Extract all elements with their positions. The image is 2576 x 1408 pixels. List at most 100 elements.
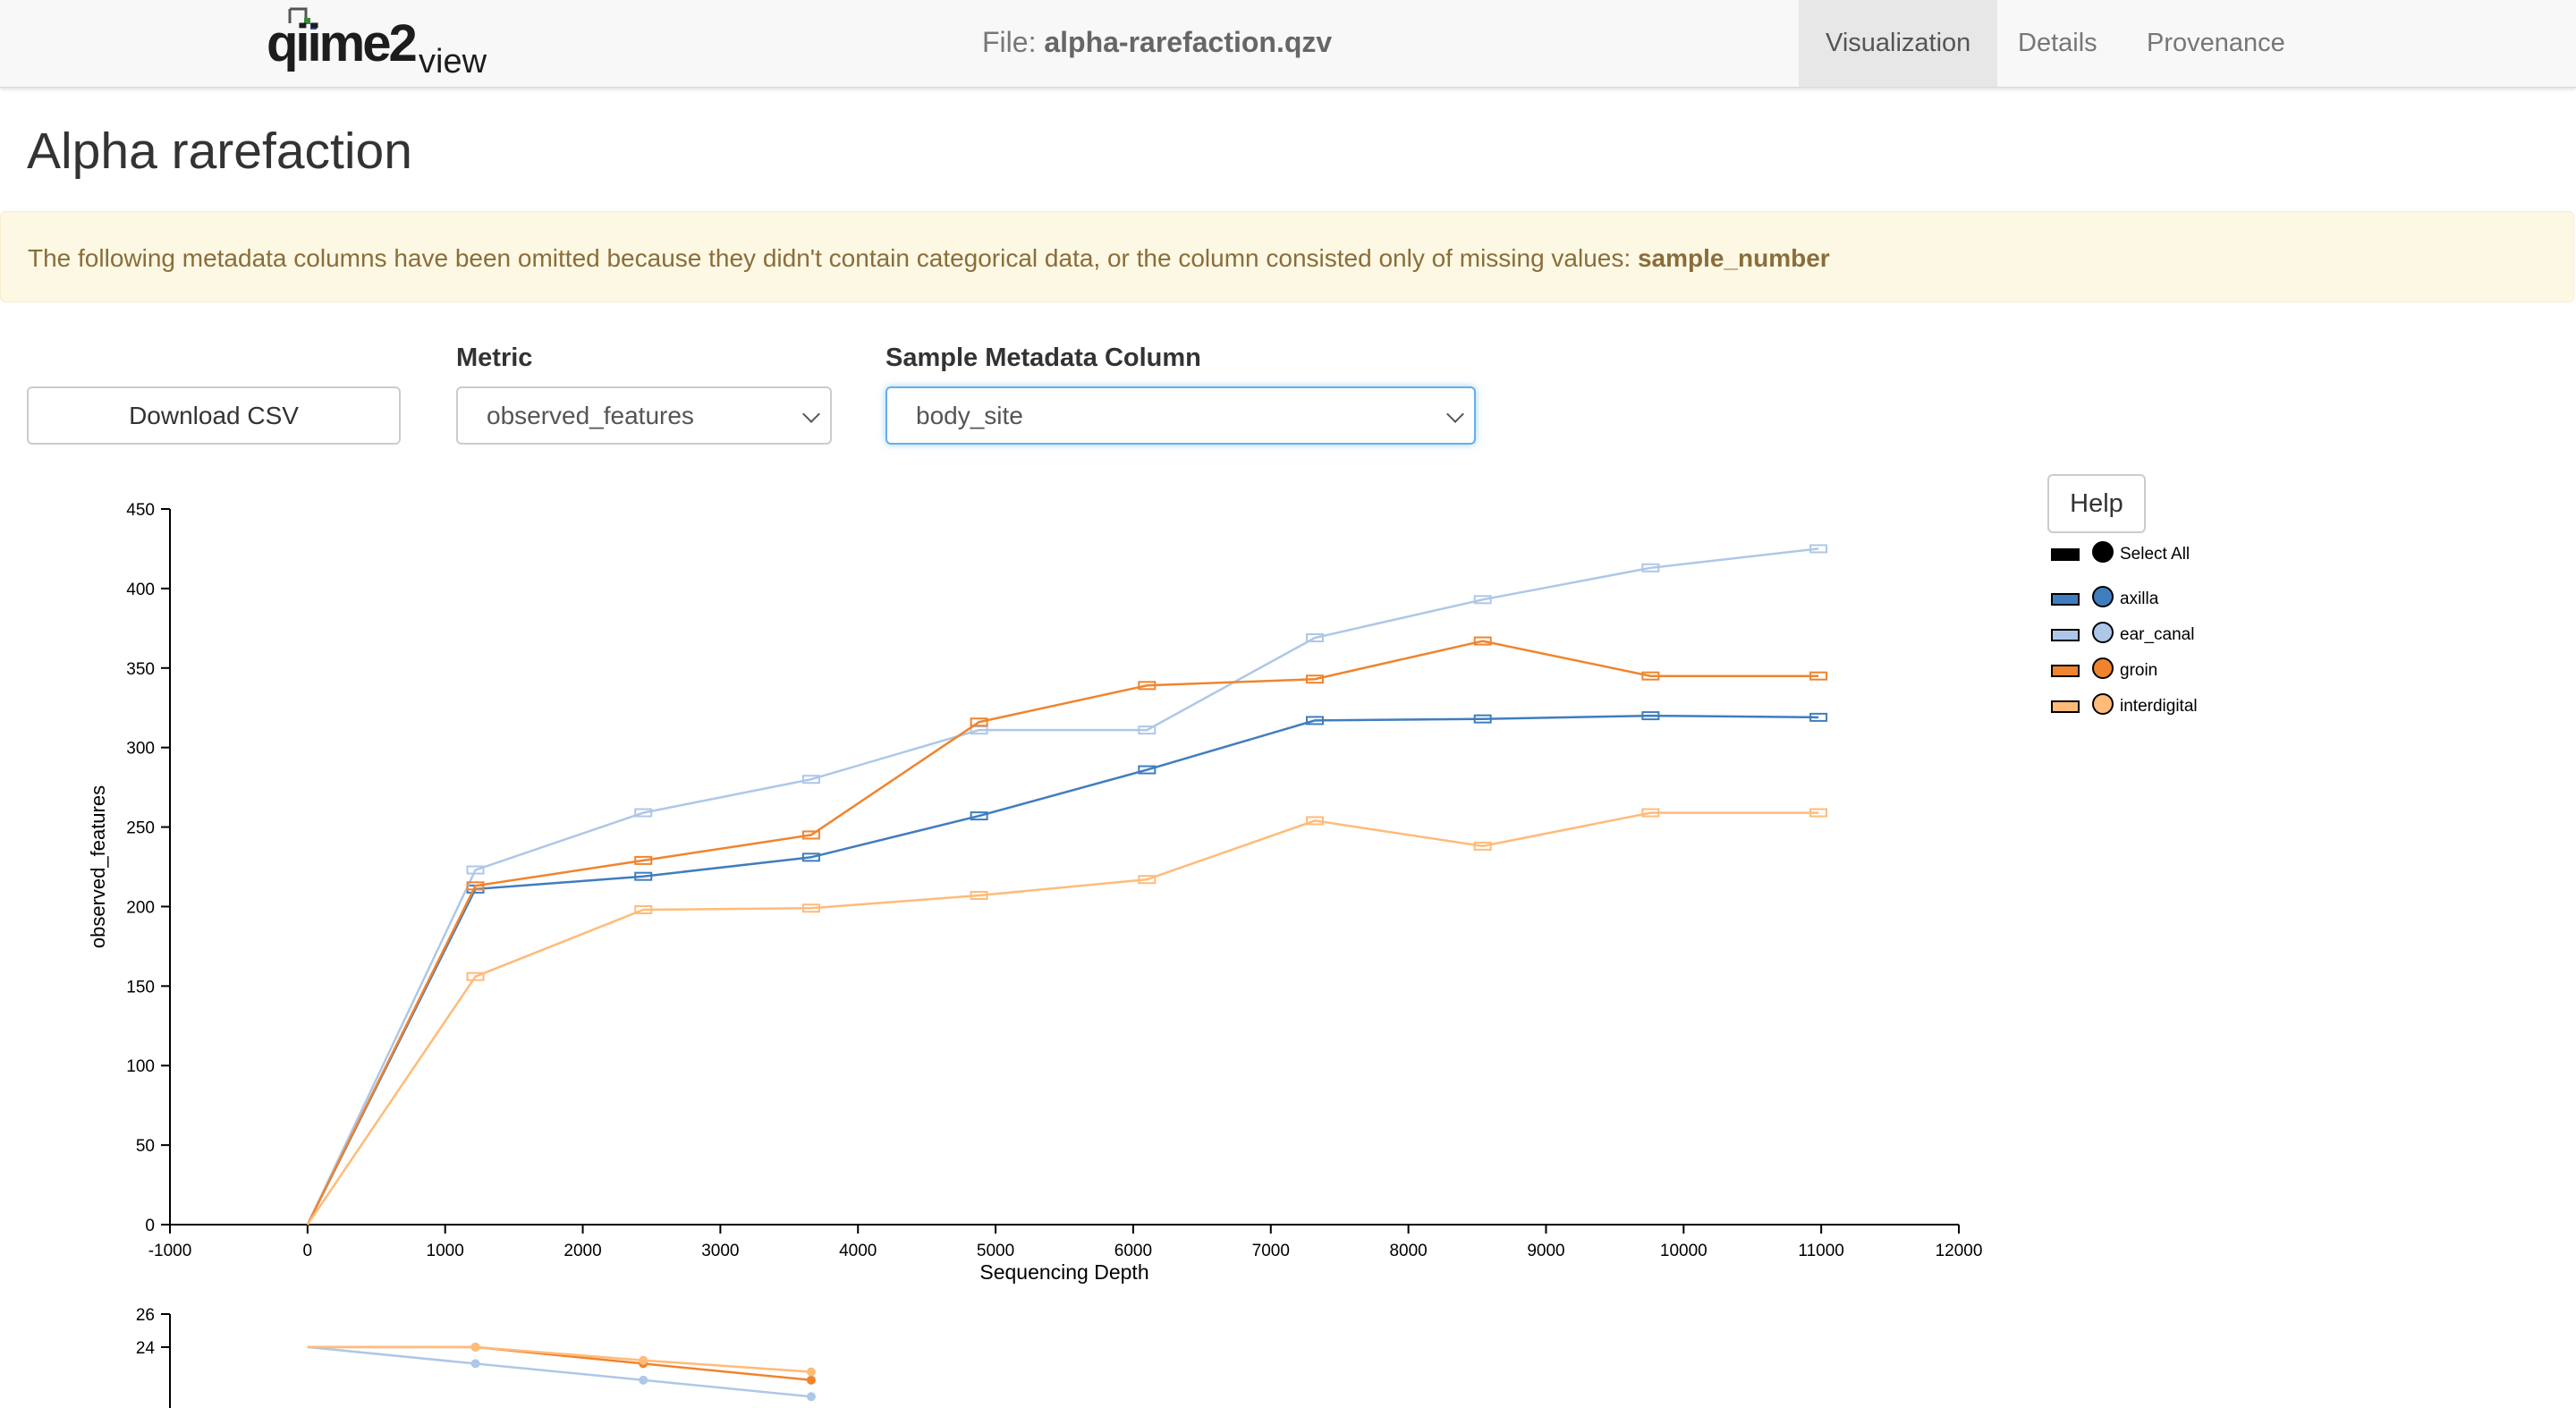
data-point-box xyxy=(801,830,820,840)
data-point xyxy=(806,1392,816,1402)
y-tick-label: 200 xyxy=(126,898,155,917)
data-point-box xyxy=(1809,712,1828,722)
series-interdigital xyxy=(306,808,1828,1226)
legend-dot[interactable] xyxy=(2092,541,2114,563)
x-tick-label: 7000 xyxy=(1252,1242,1290,1260)
data-point-box xyxy=(466,865,485,875)
data-point-box xyxy=(1138,725,1157,735)
secondary-chart: 24 26 xyxy=(136,1306,816,1408)
x-tick-label: -1000 xyxy=(148,1242,192,1260)
sample-metadata-column-select[interactable]: body_site xyxy=(886,386,1476,445)
series-axilla xyxy=(306,711,1828,1226)
y-tick-label: 150 xyxy=(126,978,155,997)
data-point-box xyxy=(634,855,653,865)
download-csv-button[interactable]: Download CSV xyxy=(27,386,401,445)
logo-suffix: view xyxy=(419,43,487,81)
y-tick-label: 300 xyxy=(126,740,155,759)
y-tick-label: 400 xyxy=(126,581,155,599)
qiime2-view-logo[interactable]: qiime2 view xyxy=(267,5,499,81)
tab-provenance[interactable]: Provenance xyxy=(2147,29,2285,57)
tab-details[interactable]: Details xyxy=(2018,29,2097,57)
series-line-groin xyxy=(307,1345,812,1382)
data-point-box xyxy=(801,903,820,913)
legend-label: axilla xyxy=(2120,589,2159,608)
legend-dot[interactable] xyxy=(2092,693,2114,715)
data-point-box xyxy=(1809,544,1828,554)
series-groin xyxy=(306,636,1828,1226)
tab-visualization[interactable]: Visualization xyxy=(1799,0,1998,87)
y-tick-label: 250 xyxy=(126,819,155,838)
series-ear_canal xyxy=(307,1345,816,1402)
data-point-box xyxy=(466,881,485,891)
logo-mark-icon xyxy=(288,7,317,30)
legend-dot[interactable] xyxy=(2092,586,2114,607)
legend-label: ear_canal xyxy=(2120,625,2195,644)
y-tick-label: 24 xyxy=(136,1339,156,1358)
data-point-box xyxy=(970,811,988,821)
legend-dot[interactable] xyxy=(2092,622,2114,643)
x-tick-label: 5000 xyxy=(977,1242,1014,1260)
navbar: qiime2 view File: alpha-rarefaction.qzv … xyxy=(0,0,2576,88)
legend-line-swatch xyxy=(2051,593,2080,606)
x-tick-label: 12000 xyxy=(1936,1242,1983,1260)
legend-label: groin xyxy=(2120,661,2158,680)
data-point-box xyxy=(1641,808,1660,818)
legend-dot[interactable] xyxy=(2092,657,2114,679)
x-tick-label: 10000 xyxy=(1660,1242,1707,1260)
data-point-box xyxy=(970,891,988,900)
x-tick-label: 1000 xyxy=(427,1242,464,1260)
data-point-box xyxy=(466,971,485,981)
series-line-ear_canal xyxy=(307,1345,812,1398)
legend-line-swatch xyxy=(2051,665,2080,677)
y-tick-label: 350 xyxy=(126,660,155,679)
x-tick-label: 9000 xyxy=(1527,1242,1564,1260)
alert-text: The following metadata columns have been… xyxy=(28,244,1631,272)
data-point-box xyxy=(1306,633,1324,642)
data-point-box xyxy=(1473,841,1492,851)
data-point-box xyxy=(1473,714,1492,724)
y-tick-label: 50 xyxy=(136,1137,155,1156)
x-tick-label: 3000 xyxy=(701,1242,739,1260)
sample-metadata-column-label: Sample Metadata Column xyxy=(886,344,1201,372)
series-line-groin xyxy=(306,640,1819,1226)
data-point-box xyxy=(801,852,820,862)
file-label: File: xyxy=(982,26,1037,58)
alert-column: sample_number xyxy=(1637,244,1830,272)
y-tick-label: 0 xyxy=(145,1217,155,1235)
series-line-axilla xyxy=(306,714,1819,1226)
data-point-box xyxy=(1473,595,1492,605)
data-point-box xyxy=(1138,765,1157,775)
legend-line-swatch xyxy=(2051,700,2080,713)
x-tick-label: 4000 xyxy=(839,1242,877,1260)
data-point xyxy=(639,1375,648,1385)
legend-label: interdigital xyxy=(2120,697,2198,716)
x-tick-label: 11000 xyxy=(1798,1242,1843,1260)
data-point-box xyxy=(634,808,653,818)
series-groin xyxy=(307,1342,816,1385)
data-point-box xyxy=(634,905,653,914)
main-chart: 0 50 100 150 200 250 300 350 400 450 -1000 0 1000 200… xyxy=(87,501,1982,1284)
legend-line-swatch xyxy=(2051,629,2080,641)
page-title: Alpha rarefaction xyxy=(27,123,412,180)
file-name: alpha-rarefaction.qzv xyxy=(1044,26,1333,58)
help-button[interactable]: Help xyxy=(2047,474,2146,533)
data-point-box xyxy=(1641,563,1660,573)
y-tick-label: 450 xyxy=(126,501,155,520)
data-point-box xyxy=(970,717,988,727)
data-point-box xyxy=(1809,808,1828,818)
metric-select[interactable]: observed_features xyxy=(456,386,832,445)
file-title: File: alpha-rarefaction.qzv xyxy=(982,26,1332,59)
data-point-box xyxy=(1473,636,1492,646)
y-tick-label: 100 xyxy=(126,1057,155,1076)
data-point xyxy=(470,1342,480,1352)
x-tick-label: 2000 xyxy=(564,1242,601,1260)
logo-text: qiime2 xyxy=(267,14,418,72)
series-line-interdigital xyxy=(306,811,1819,1226)
column-select-value: body_site xyxy=(916,402,1023,429)
data-point-box xyxy=(1809,671,1828,681)
data-point-box xyxy=(1138,875,1157,885)
y-axis-title: observed_features xyxy=(87,785,109,948)
data-point xyxy=(806,1367,816,1377)
data-point-box xyxy=(1138,681,1157,691)
series-line-ear_canal xyxy=(306,547,1819,1226)
